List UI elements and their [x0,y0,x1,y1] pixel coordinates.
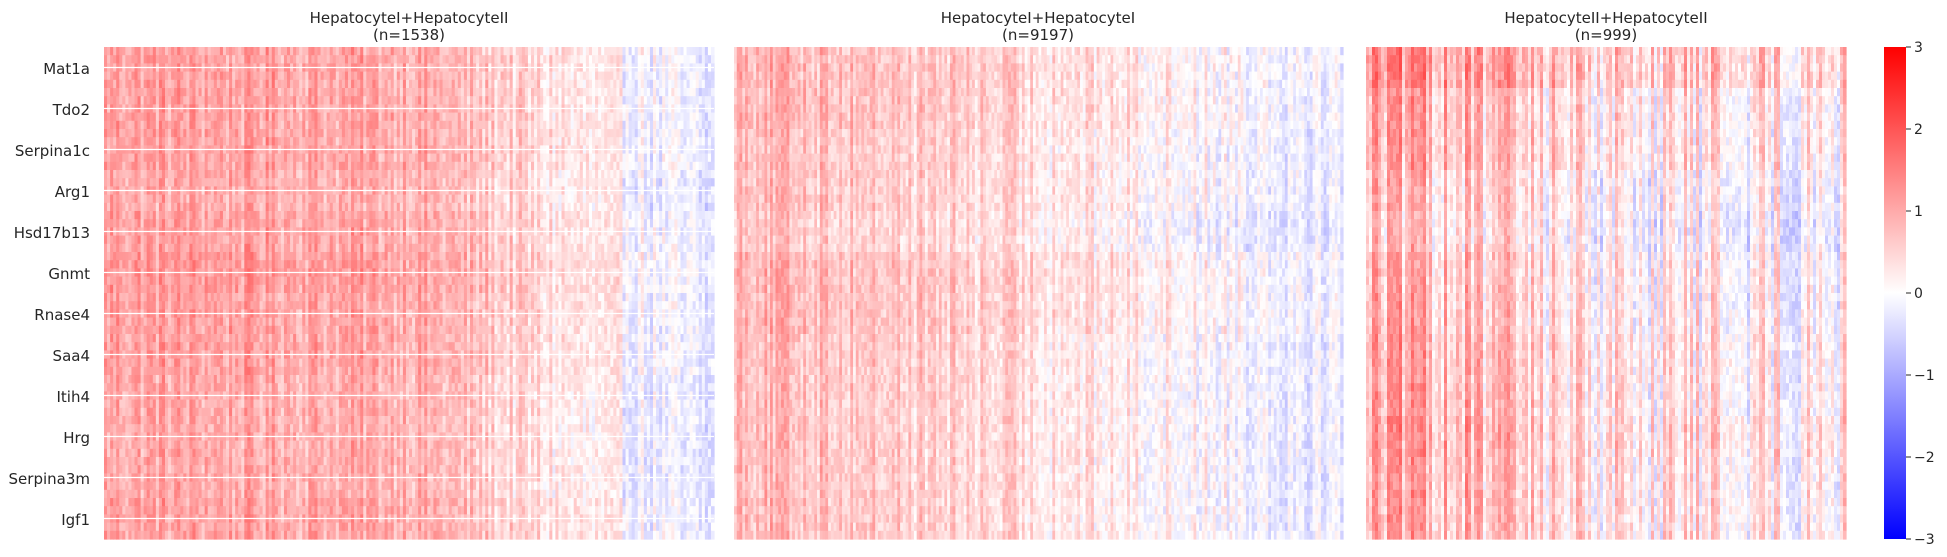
heatmap-cell [711,170,715,179]
heatmap-cell [711,80,715,89]
heatmap-cell [711,47,715,56]
heatmap-cell [711,55,715,64]
heatmap-cell [711,162,715,171]
panel-1-cells [104,47,715,540]
heatmap-cell [711,154,715,163]
panel-1-n-label: (n=1538) [373,26,445,44]
heatmap-cell [711,88,715,97]
heatmap-cell [711,137,715,146]
heatmap-cell [711,195,715,204]
heatmap-cell [711,72,715,81]
heatmap-cell [711,96,715,105]
heatmap-cell [711,178,715,187]
heatmap-cell [711,113,715,122]
heatmap-cell [711,203,715,212]
panel-1-title: HepatocyteI+HepatocyteII [310,9,509,27]
heatmap-cell [711,121,715,130]
heatmap-panel-1: HepatocyteI+HepatocyteII (n=1538) [104,9,715,540]
heatmap-cell [711,129,715,138]
